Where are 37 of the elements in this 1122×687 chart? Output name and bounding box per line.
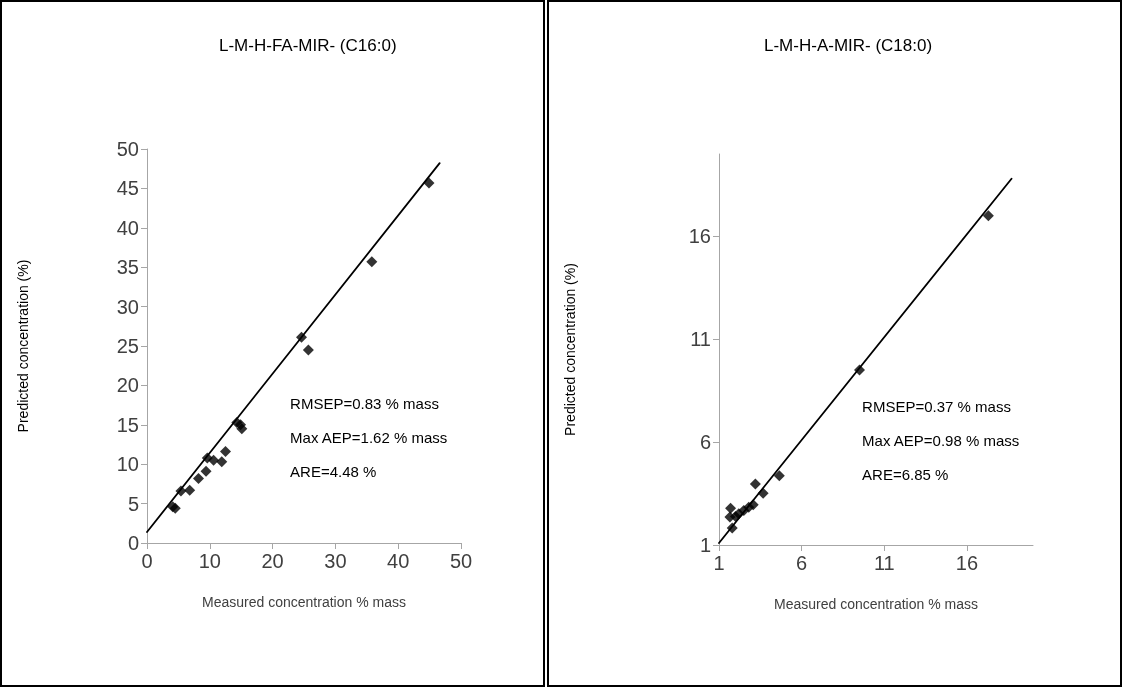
x-tick-label: 1: [713, 552, 725, 574]
y-axis-title: Predicted concentration (%): [15, 259, 31, 433]
y-tick-label: 10: [116, 453, 139, 476]
x-axis-title: Measured concentration % mass: [774, 596, 978, 612]
x-tick-label: 16: [955, 552, 979, 574]
annotation: RMSEP=0.83 % mass: [290, 394, 439, 412]
y-tick-label: 50: [116, 138, 139, 160]
x-tick-label: 30: [324, 550, 347, 572]
y-tick-label: 5: [127, 492, 139, 515]
x-tick-label: 40: [387, 550, 410, 572]
y-tick-label: 35: [116, 256, 139, 279]
annotation: ARE=4.48 %: [290, 462, 377, 480]
y-tick-label: 11: [690, 328, 711, 351]
y-tick-label: 45: [116, 177, 139, 200]
annotation: RMSEP=0.37 % mass: [862, 397, 1011, 415]
x-axis-title: Measured concentration % mass: [202, 594, 406, 610]
y-tick-label: 16: [688, 225, 711, 248]
y-tick-label: 40: [116, 216, 139, 239]
y-axis-title: Predicted concentration (%): [562, 263, 578, 436]
annotation: Max AEP=1.62 % mass: [290, 428, 448, 446]
annotation: ARE=6.85 %: [862, 465, 949, 483]
y-tick-label: 25: [116, 335, 139, 357]
y-tick-label: 0: [127, 532, 139, 554]
x-tick-label: 10: [198, 550, 221, 572]
x-tick-label: 11: [873, 552, 895, 574]
chart-title: L-M-H-FA-MIR- (C16:0): [219, 36, 397, 55]
y-tick-label: 30: [116, 295, 139, 318]
y-tick-label: 6: [699, 431, 711, 454]
y-tick-label: 1: [699, 534, 711, 556]
annotation: Max AEP=0.98 % mass: [862, 431, 1020, 449]
y-tick-label: 15: [116, 413, 139, 436]
x-tick-label: 6: [796, 552, 808, 574]
x-tick-label: 50: [449, 550, 473, 572]
x-tick-label: 20: [261, 550, 284, 572]
y-tick-label: 20: [116, 374, 139, 397]
x-tick-label: 0: [141, 550, 153, 572]
chart-title: L-M-H-A-MIR- (C18:0): [764, 36, 933, 55]
